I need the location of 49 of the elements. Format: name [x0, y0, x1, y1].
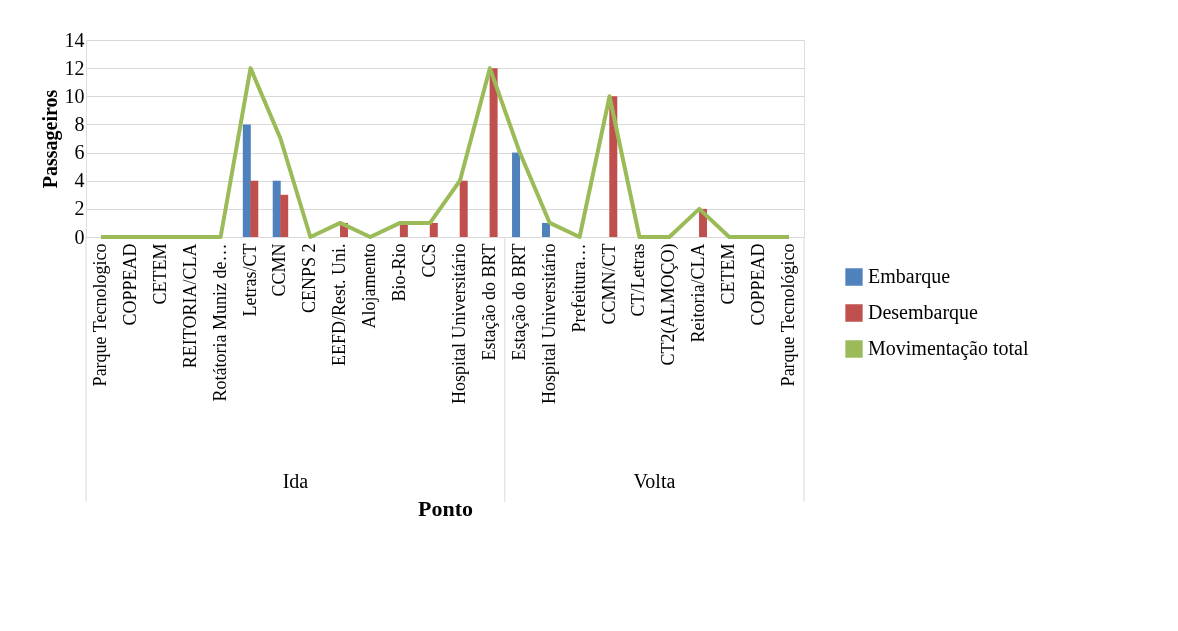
x-tick-label: Hospital Universitário: [538, 243, 559, 404]
x-tick-label: Rotátoria Muniz de…: [209, 243, 230, 402]
x-tick-label: CENPS 2: [299, 243, 320, 314]
x-tick-label: CCMN: [269, 243, 290, 297]
legend-label: Movimentação total: [868, 337, 1029, 360]
x-tick-label: CETEM: [718, 243, 739, 305]
x-tick-label: CCMN/CT: [598, 243, 619, 325]
bar: [489, 68, 498, 237]
x-tick-label: Estação do BRT: [508, 243, 529, 361]
legend-label: Desembarque: [868, 301, 979, 324]
x-tick-label: Alojamento: [359, 243, 380, 329]
bar: [541, 222, 550, 237]
x-tick-label: Bio-Rio: [389, 243, 410, 302]
text: Volta: [633, 470, 676, 492]
bar: [250, 180, 259, 237]
x-tick-label: CETEM: [149, 243, 170, 305]
line-series: [98, 66, 792, 239]
bar: [272, 180, 281, 237]
x-tick-label: COPPEAD: [748, 243, 769, 326]
x-tick-label: CT2(ALMOÇO): [658, 243, 680, 366]
bar: [242, 124, 251, 237]
bar: [512, 152, 521, 237]
y-tick-label: 0: [74, 225, 85, 248]
bar: [459, 180, 468, 237]
x-tick-label: Parque Tecnologico: [89, 243, 110, 387]
x-tick-label: Reitoria/CLA: [688, 243, 709, 343]
y-tick-label: 10: [64, 84, 85, 107]
x-tick-label: Estação do BRT: [478, 243, 499, 361]
x-tick-label: Hospital Universitário: [448, 243, 469, 404]
y-tick-label: 6: [74, 141, 85, 164]
x-axis-title: Ponto: [418, 495, 473, 521]
y-axis-title: Passageiros: [38, 89, 62, 189]
y-tick-label: 2: [74, 197, 85, 220]
x-tick-label: EEFD/Rest. Uni.: [329, 243, 350, 367]
x-tick-label: Parque Tecnológico: [778, 243, 799, 387]
x-tick-label: Letras/CT: [239, 243, 260, 317]
y-tick-label: 4: [74, 169, 85, 192]
x-tick-label: CT/Letras: [628, 243, 649, 317]
y-tick-label: 12: [64, 56, 85, 79]
text: Ida: [282, 470, 309, 492]
bar: [280, 194, 289, 237]
x-tick-label: REITORIA/CLA: [179, 243, 200, 369]
bar: [429, 222, 438, 237]
y-tick-label: 8: [74, 112, 85, 135]
legend-label: Embarque: [868, 265, 951, 288]
x-tick-label: COPPEAD: [119, 243, 140, 326]
x-tick-label: CCS: [419, 243, 440, 278]
y-tick-label: 14: [64, 28, 85, 51]
x-tick-label: Prefeitura…: [568, 243, 589, 333]
